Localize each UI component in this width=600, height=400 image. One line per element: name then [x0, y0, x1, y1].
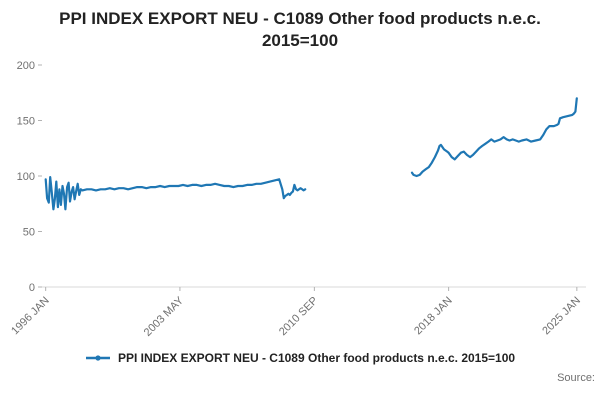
svg-text:1996 JAN: 1996 JAN — [9, 294, 52, 337]
svg-text:2010 SEP: 2010 SEP — [277, 295, 321, 339]
source-label: Source: — [557, 371, 595, 384]
series-path — [44, 97, 578, 211]
svg-text:2025 JAN: 2025 JAN — [540, 294, 583, 337]
legend-line-icon — [85, 355, 110, 361]
svg-text:100: 100 — [17, 171, 35, 183]
chart-title: PPI INDEX EXPORT NEU - C1089 Other food … — [59, 9, 541, 51]
svg-text:150: 150 — [17, 115, 35, 127]
legend-label: PPI INDEX EXPORT NEU - C1089 Other food … — [117, 350, 516, 365]
y-axis: 0 50 100 150 200 — [17, 60, 42, 294]
x-axis: 1996 JAN 2003 MAY 2010 SEP 2018 JAN 2025 JAN — [9, 286, 583, 339]
svg-text:0: 0 — [29, 282, 35, 294]
svg-text:2003 MAY: 2003 MAY — [142, 294, 187, 339]
legend: PPI INDEX EXPORT NEU - C1089 Other food … — [0, 347, 600, 369]
svg-text:200: 200 — [17, 60, 35, 72]
svg-text:2018 JAN: 2018 JAN — [412, 294, 455, 337]
line-chart: 0 50 100 150 200 1996 JAN 2003 MAY 2010 SEP 2018… — [9, 60, 586, 339]
svg-text:50: 50 — [23, 226, 35, 238]
